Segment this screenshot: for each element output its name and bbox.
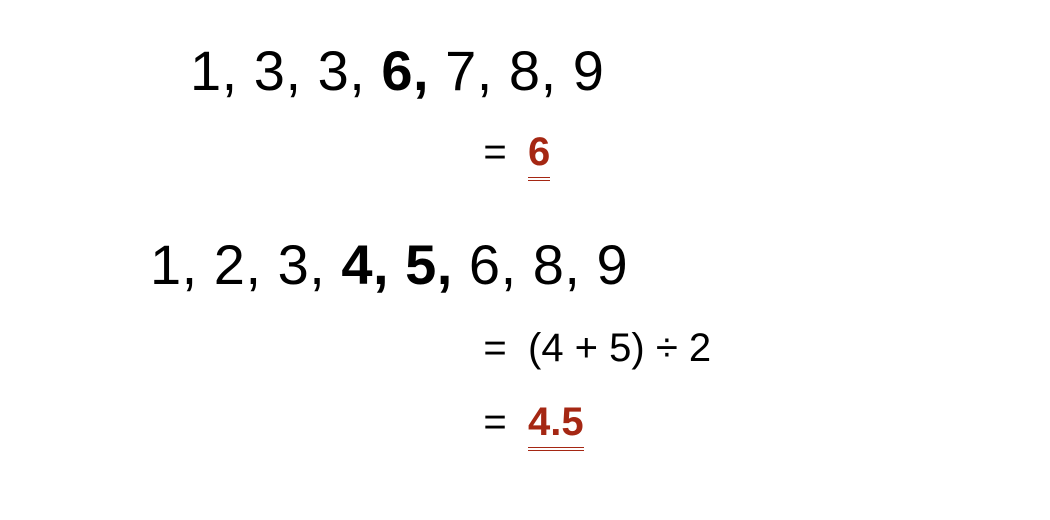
sequence-separator: , <box>413 39 445 102</box>
sequence-number: 9 <box>573 39 605 102</box>
sequence-separator: , <box>501 233 533 296</box>
sequence-separator: , <box>309 233 341 296</box>
sequence-number: 6 <box>469 233 501 296</box>
sequence-separator: , <box>564 233 596 296</box>
sequence-separator: , <box>477 39 509 102</box>
equals-sign: = <box>462 326 528 371</box>
sequence-separator: , <box>222 39 254 102</box>
sequence-number: 8 <box>509 39 541 102</box>
equals-sign: = <box>462 400 528 445</box>
example1-median-value: 6 <box>528 130 550 181</box>
sequence-number: 5 <box>405 233 437 296</box>
sequence-number: 4 <box>341 233 373 296</box>
sequence-separator: , <box>541 39 573 102</box>
sequence-separator: , <box>349 39 381 102</box>
sequence-separator: , <box>285 39 317 102</box>
example2-median-value: 4.5 <box>528 400 584 451</box>
sequence-number: 3 <box>318 39 350 102</box>
sequence-number: 1 <box>190 39 222 102</box>
example2-sequence: 1, 2, 3, 4, 5, 6, 8, 9 <box>150 232 628 297</box>
example1-sequence: 1, 3, 3, 6, 7, 8, 9 <box>190 38 604 103</box>
sequence-number: 3 <box>254 39 286 102</box>
sequence-separator: , <box>182 233 214 296</box>
sequence-number: 8 <box>533 233 565 296</box>
sequence-number: 6 <box>381 39 413 102</box>
sequence-separator: , <box>245 233 277 296</box>
equals-sign: = <box>462 130 528 175</box>
sequence-number: 2 <box>214 233 246 296</box>
sequence-number: 7 <box>445 39 477 102</box>
sequence-number: 3 <box>278 233 310 296</box>
sequence-number: 9 <box>596 233 628 296</box>
sequence-number: 1 <box>150 233 182 296</box>
sequence-separator: , <box>373 233 405 296</box>
example2-median-expression: (4 + 5) ÷ 2 <box>528 326 711 371</box>
sequence-separator: , <box>437 233 469 296</box>
